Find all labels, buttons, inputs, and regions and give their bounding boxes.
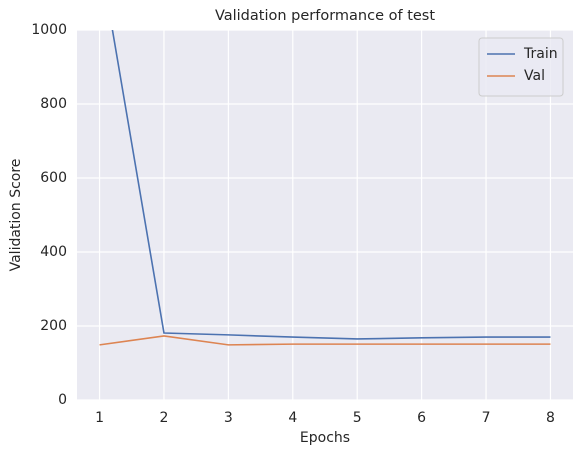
y-tick-label: 1000 (31, 22, 67, 38)
y-tick-label: 800 (40, 96, 67, 112)
y-tick-label: 200 (40, 318, 67, 334)
x-tick-label: 4 (288, 410, 297, 426)
y-axis-label: Validation Score (8, 159, 24, 272)
y-tick-label: 400 (40, 244, 67, 260)
x-tick-label: 1 (95, 410, 104, 426)
line-series (99, 335, 551, 346)
y-tick-label: 600 (40, 170, 67, 186)
x-tick-label: 7 (482, 410, 491, 426)
x-tick-label: 6 (417, 410, 426, 426)
x-axis-label: Epochs (300, 430, 350, 446)
x-tick-label: 3 (224, 410, 233, 426)
legend-label: Val (524, 68, 545, 84)
y-tick-label: 0 (58, 392, 67, 408)
x-tick-label: 8 (546, 410, 555, 426)
legend-label: Train (523, 46, 558, 62)
x-tick-label: 2 (160, 410, 169, 426)
x-tick-label: 5 (353, 410, 362, 426)
chart-title: Validation performance of test (215, 8, 435, 24)
line-series (111, 30, 551, 340)
legend-box (478, 37, 564, 97)
